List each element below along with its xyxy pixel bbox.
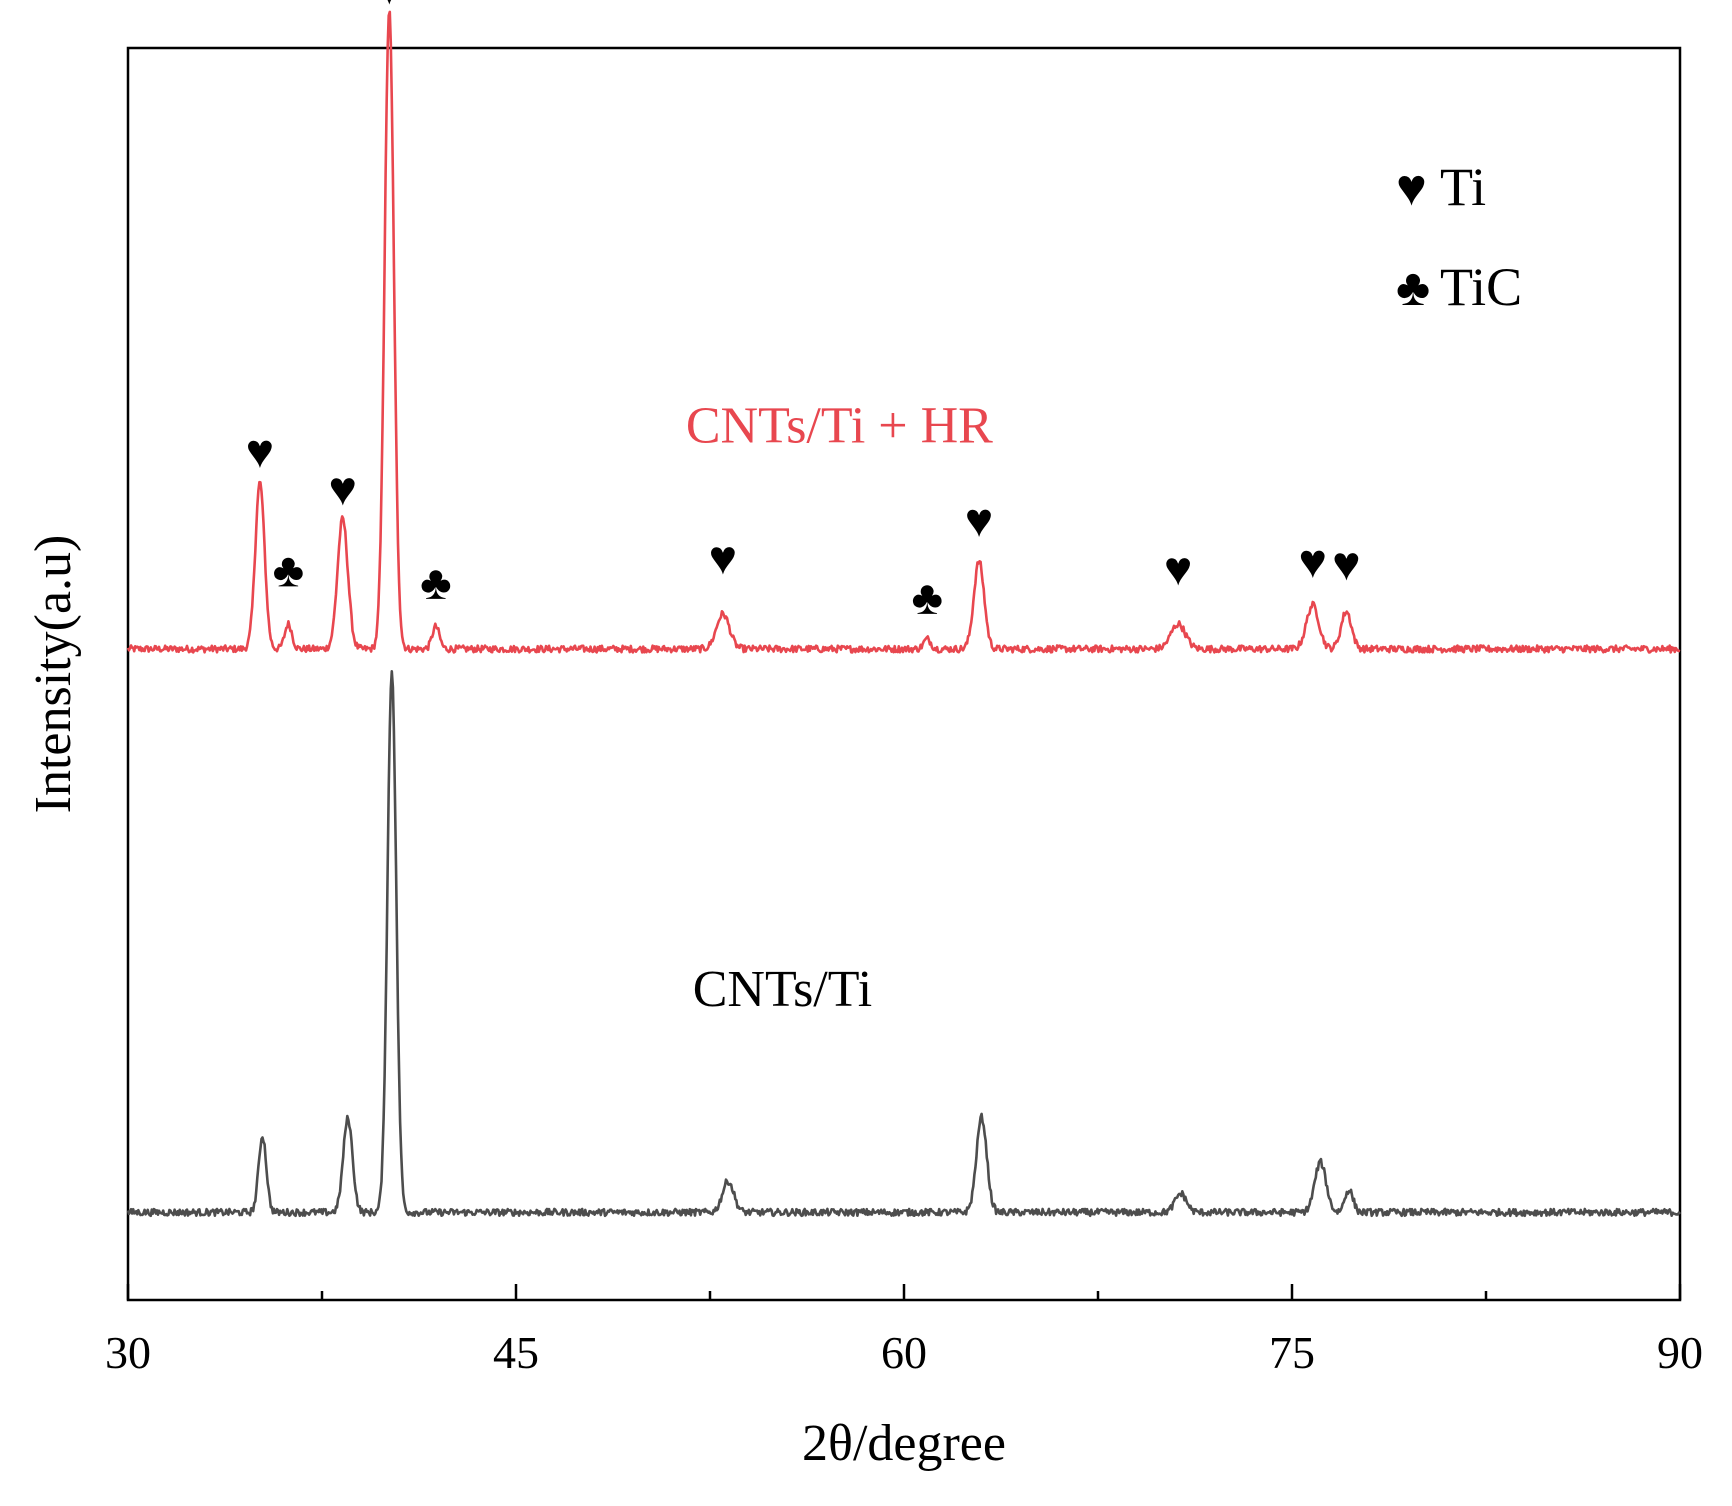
legend-symbol-ti: ♥ — [1396, 160, 1427, 217]
ti-peak-marker: ♥ — [709, 532, 738, 585]
legend: ♥ Ti ♣ TiC — [1396, 157, 1522, 317]
x-tick-label: 30 — [105, 1327, 151, 1378]
x-tick-label: 90 — [1657, 1327, 1703, 1378]
tic-peak-marker: ♣ — [420, 557, 452, 610]
x-axis-ticks: 30 45 60 75 90 — [105, 1284, 1703, 1378]
legend-label-tic: TiC — [1440, 257, 1522, 317]
ti-peak-marker: ♥ — [1298, 536, 1327, 589]
ti-peak-marker: ♥ — [328, 463, 357, 516]
ti-peak-marker: ♥ — [1164, 543, 1193, 596]
ti-peak-marker: ♥ — [246, 425, 275, 478]
y-axis-label: Intensity(a.u) — [25, 535, 82, 814]
ti-peak-marker: ♥ — [965, 494, 994, 547]
series-label-cnts-ti: CNTs/Ti — [693, 961, 872, 1018]
x-tick-label: 45 — [493, 1327, 539, 1378]
phase-markers: ♥♣♥♥♣♥♣♥♥♥♥ — [246, 0, 1361, 625]
series-line-cnts-ti-hr — [126, 10, 1681, 654]
ti-peak-marker: ♥ — [1332, 538, 1361, 591]
series-line-cnts-ti — [126, 670, 1682, 1218]
plot-frame — [126, 46, 1682, 1302]
x-tick-label: 75 — [1269, 1327, 1315, 1378]
series-curves — [126, 10, 1682, 1218]
legend-label-ti: Ti — [1440, 157, 1486, 217]
x-tick-label: 60 — [881, 1327, 927, 1378]
x-axis-label: 2θ/degree — [802, 1415, 1006, 1472]
tic-peak-marker: ♣ — [912, 572, 944, 625]
tic-peak-marker: ♣ — [273, 544, 305, 597]
legend-symbol-tic: ♣ — [1396, 260, 1430, 317]
ti-peak-marker: ♥ — [375, 0, 404, 15]
series-label-cnts-ti-hr: CNTs/Ti + HR — [686, 397, 993, 454]
